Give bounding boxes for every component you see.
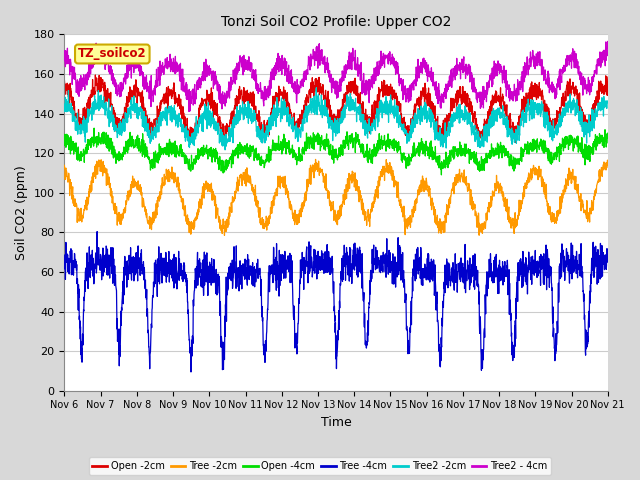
Y-axis label: Soil CO2 (ppm): Soil CO2 (ppm) [15, 165, 28, 260]
Legend: Open -2cm, Tree -2cm, Open -4cm, Tree -4cm, Tree2 -2cm, Tree2 - 4cm: Open -2cm, Tree -2cm, Open -4cm, Tree -4… [88, 457, 552, 475]
Text: TZ_soilco2: TZ_soilco2 [78, 48, 147, 60]
X-axis label: Time: Time [321, 416, 351, 429]
Title: Tonzi Soil CO2 Profile: Upper CO2: Tonzi Soil CO2 Profile: Upper CO2 [221, 15, 451, 29]
